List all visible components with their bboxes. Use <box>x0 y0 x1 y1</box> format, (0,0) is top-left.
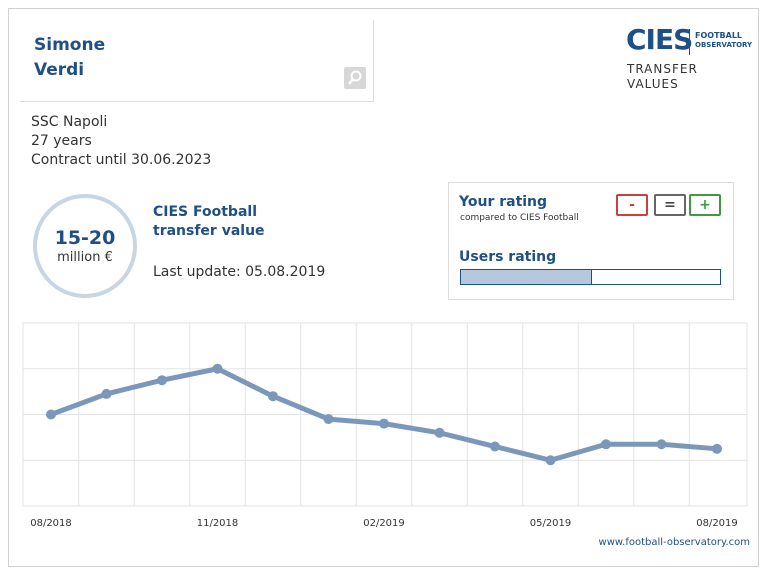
section-title: TRANSFER <box>627 62 698 76</box>
contract: Contract until 30.06.2023 <box>31 152 212 168</box>
point <box>379 418 389 429</box>
point <box>268 391 278 402</box>
logo-divider <box>689 29 690 55</box>
users-rating-title: Users rating <box>459 249 557 265</box>
point <box>157 375 167 386</box>
brand: CIES <box>626 23 693 56</box>
rating-title: Your rating <box>459 194 548 210</box>
point <box>712 443 722 454</box>
point <box>434 427 445 438</box>
point <box>212 363 223 374</box>
rating-subtitle: compared to CIES Football <box>460 213 579 223</box>
x-tick-label: 02/2019 <box>363 518 405 529</box>
club: SSC Napoli <box>31 114 108 130</box>
section-title: VALUES <box>627 77 679 91</box>
last-name: Verdi <box>34 60 85 80</box>
brand-sub: OBSERVATORY <box>695 41 753 49</box>
users-rating-track <box>460 269 721 285</box>
value-label: transfer value <box>153 223 265 239</box>
value-unit: million € <box>57 250 113 265</box>
footer-link[interactable]: www.football-observatory.com <box>598 537 750 548</box>
point <box>490 441 500 452</box>
x-tick-label: 11/2018 <box>197 518 239 529</box>
chart: 08/2018 11/2018 02/2019 05/2019 08/2019 <box>22 322 748 529</box>
first-name: Simone <box>34 35 106 55</box>
search-button[interactable] <box>344 67 366 89</box>
value-label: CIES Football <box>153 204 257 220</box>
x-tick-label: 08/2018 <box>30 518 72 529</box>
x-tick-label: 05/2019 <box>530 518 572 529</box>
point <box>656 439 667 450</box>
point <box>545 455 556 466</box>
name-box <box>20 20 374 102</box>
point <box>101 388 112 399</box>
last-update: Last update: 05.08.2019 <box>153 264 326 280</box>
rate-higher[interactable]: + <box>689 194 721 216</box>
point <box>46 409 56 420</box>
age: 27 years <box>31 133 92 149</box>
rating-box <box>448 182 734 300</box>
x-tick-label: 08/2019 <box>696 518 738 529</box>
rate-lower[interactable]: - <box>616 194 648 216</box>
widget: Simone Verdi CIES FOOTBALL OBSERVATORY T… <box>8 8 759 567</box>
value-circle <box>33 194 137 298</box>
point <box>323 414 334 425</box>
users-rating-fill <box>461 270 592 284</box>
search-icon <box>348 70 362 85</box>
value-range: 15-20 <box>54 227 116 249</box>
rate-equal[interactable]: = <box>654 194 686 216</box>
brand-sub: FOOTBALL <box>695 31 743 40</box>
point <box>601 439 611 450</box>
